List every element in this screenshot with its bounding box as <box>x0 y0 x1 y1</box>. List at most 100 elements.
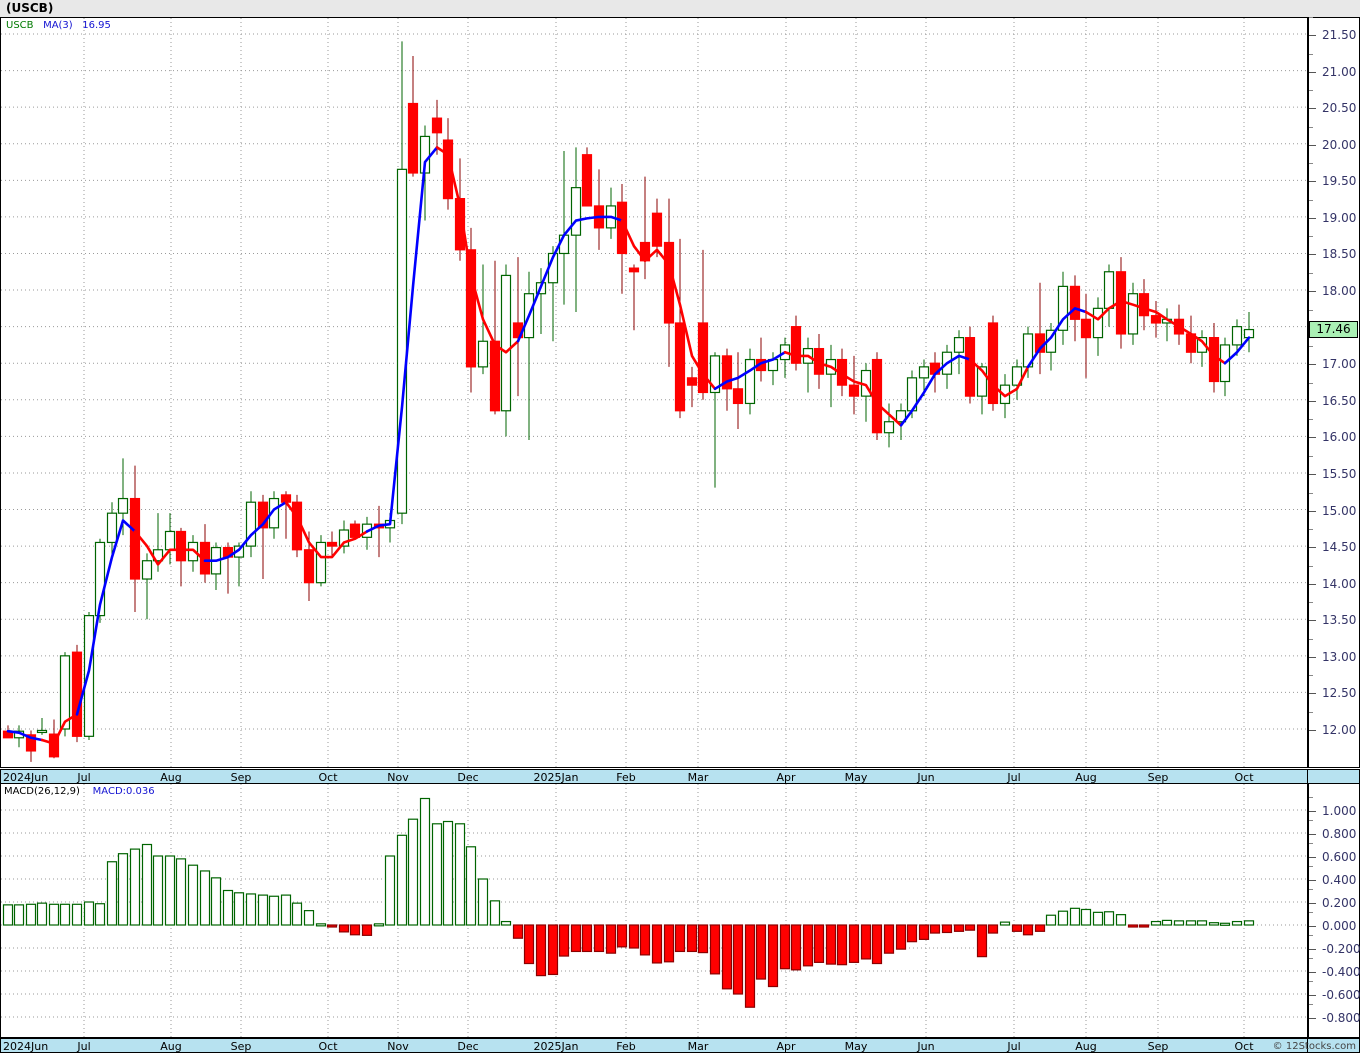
macd-x-axis-date-strip: 2024Jun Jul Aug Sep Oct Nov Dec 2025Jan Feb Mar Ap… <box>0 1038 1308 1053</box>
x-axis-date-label: Dec <box>457 771 479 784</box>
x-axis-date-label: Jun <box>917 1040 935 1053</box>
price-axis-tick <box>1309 144 1316 146</box>
x-axis-date-label: Aug <box>1075 1040 1097 1053</box>
x-axis-date-label: Sep <box>230 771 252 784</box>
x-axis-date-label: Sep <box>1147 1040 1169 1053</box>
price-axis-label: 16.50 <box>1322 393 1357 408</box>
x-axis-date-label: May <box>844 771 868 784</box>
price-axis-tick <box>1309 364 1316 366</box>
macd-axis-tick <box>1309 995 1316 996</box>
price-axis-label: 20.50 <box>1322 101 1357 116</box>
macd-axis-label: -0.200 <box>1322 942 1360 956</box>
price-axis-tick <box>1309 620 1316 622</box>
macd-axis-label: 1.000 <box>1322 804 1357 818</box>
macd-legend: MACD(26,12,9) MACD:0.036 <box>4 786 155 797</box>
price-axis-label: 13.00 <box>1322 649 1357 664</box>
macd-axis-tick <box>1309 880 1316 881</box>
price-axis-tick <box>1309 583 1316 585</box>
legend-macd-indicator: MACD(26,12,9) <box>4 786 80 797</box>
price-axis-minor-tick <box>1309 273 1313 275</box>
price-axis-tick <box>1309 35 1316 36</box>
price-axis-label: 18.00 <box>1322 284 1357 299</box>
price-axis-minor-tick <box>1309 712 1313 713</box>
x-axis-date-label: Apr <box>776 771 796 784</box>
x-axis-date-label: Oct <box>1234 1040 1254 1053</box>
price-chart-pane[interactable] <box>0 17 1308 768</box>
price-axis-tick <box>1309 473 1316 475</box>
x-axis-date-label: Mar <box>687 1040 709 1053</box>
macd-axis-tick <box>1309 926 1316 927</box>
price-axis-label: 12.00 <box>1322 723 1357 737</box>
x-axis-date-label: Jun <box>917 771 935 784</box>
price-axis-tick <box>1309 730 1316 731</box>
x-axis-date-label: 2025Jan <box>533 771 579 784</box>
x-axis-date-label: 2024Jun <box>3 1040 49 1053</box>
price-x-axis-date-strip: 2024Jun Jul Aug Sep Oct Nov Dec 2025Jan Feb Mar Ap… <box>0 769 1308 784</box>
x-axis-date-label: Nov <box>387 1040 409 1053</box>
macd-axis-minor-tick <box>1309 820 1313 821</box>
price-y-axis: 21.50 21.00 20.50 20.00 19.50 19.00 18.50 18.00… <box>1307 17 1360 768</box>
macd-axis-minor-tick <box>1309 912 1313 913</box>
x-axis-date-label: Dec <box>457 1040 479 1053</box>
price-axis-label: 19.50 <box>1322 174 1357 189</box>
macd-axis-minor-tick <box>1309 981 1313 982</box>
macd-axis-label: 0.400 <box>1322 873 1357 887</box>
price-x-axis-corner <box>1307 769 1360 784</box>
x-axis-date-label: Jul <box>77 1040 91 1053</box>
x-axis-date-label: Nov <box>387 771 409 784</box>
macd-axis-minor-tick <box>1309 889 1313 890</box>
macd-axis-minor-tick <box>1309 797 1313 798</box>
x-axis-date-label: Aug <box>160 1040 182 1053</box>
macd-axis-tick <box>1309 949 1316 950</box>
price-axis-minor-tick <box>1309 602 1313 604</box>
price-axis-minor-tick <box>1309 126 1313 128</box>
price-axis-tick <box>1309 71 1316 73</box>
price-axis-tick <box>1309 291 1316 293</box>
copyright-notice: © 12Stocks.com <box>1272 1041 1356 1052</box>
macd-axis-label: 0.800 <box>1322 827 1357 841</box>
price-axis-minor-tick <box>1309 638 1313 640</box>
x-axis-date-label: Oct <box>318 1040 338 1053</box>
price-axis-label: 21.00 <box>1322 64 1357 79</box>
current-price-tag: 17.46 <box>1309 320 1358 338</box>
price-axis-minor-tick <box>1309 90 1313 92</box>
x-axis-date-label: May <box>844 1040 868 1053</box>
macd-axis-label: 0.600 <box>1322 850 1357 864</box>
macd-chart-pane[interactable] <box>0 783 1308 1038</box>
price-axis-minor-tick <box>1309 675 1313 677</box>
price-axis-label: 12.50 <box>1322 686 1357 701</box>
price-axis-minor-tick <box>1309 419 1313 421</box>
price-axis-tick <box>1309 181 1316 183</box>
legend-macd-value: MACD:0.036 <box>92 786 155 797</box>
macd-axis-minor-tick <box>1309 1004 1313 1005</box>
macd-axis-tick <box>1309 834 1316 835</box>
price-axis-label: 15.00 <box>1322 503 1357 518</box>
price-axis-minor-tick <box>1309 163 1313 165</box>
price-axis-label: 17.00 <box>1322 357 1357 372</box>
macd-axis-tick <box>1309 972 1316 973</box>
legend-ma-label: MA(3) <box>43 20 73 31</box>
x-axis-date-label: Sep <box>1147 771 1169 784</box>
macd-chart-canvas <box>1 784 1307 1037</box>
price-chart-canvas <box>1 18 1307 767</box>
window-title-bar: (USCB) <box>0 0 1360 18</box>
price-axis-minor-tick <box>1309 565 1313 567</box>
macd-axis-tick <box>1309 903 1316 904</box>
x-axis-date-label: Jul <box>1007 1040 1021 1053</box>
price-axis-tick <box>1309 693 1316 695</box>
macd-axis-label: 0.000 <box>1322 919 1357 933</box>
price-axis-tick <box>1309 437 1316 439</box>
macd-axis-tick <box>1309 1018 1316 1019</box>
price-axis-minor-tick <box>1309 455 1313 457</box>
price-axis-label: 15.50 <box>1322 466 1357 481</box>
macd-axis-tick <box>1309 857 1316 858</box>
x-axis-date-label: 2024Jun <box>3 771 49 784</box>
price-axis-minor-tick <box>1309 17 1313 18</box>
price-axis-label: 13.50 <box>1322 613 1357 628</box>
x-axis-date-label: Apr <box>776 1040 796 1053</box>
price-axis-tick <box>1309 400 1316 402</box>
macd-axis-minor-tick <box>1309 866 1313 867</box>
price-axis-tick <box>1309 547 1316 549</box>
macd-axis-minor-tick <box>1309 935 1313 936</box>
